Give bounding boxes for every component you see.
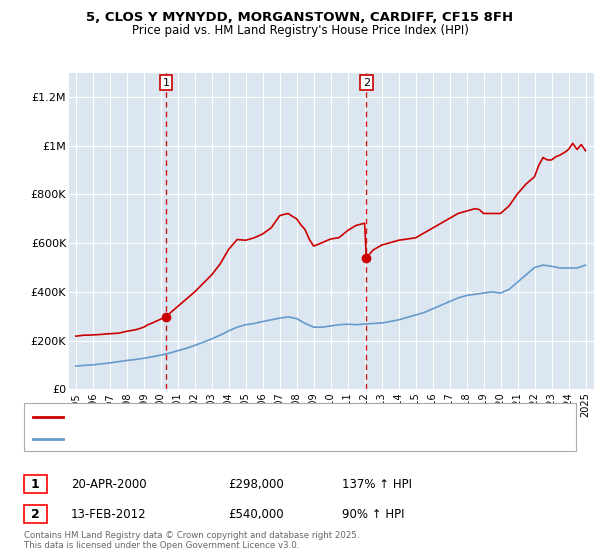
Text: 90% ↑ HPI: 90% ↑ HPI xyxy=(342,507,404,521)
Text: 1: 1 xyxy=(31,478,40,491)
Text: £298,000: £298,000 xyxy=(228,478,284,491)
Text: 20-APR-2000: 20-APR-2000 xyxy=(71,478,146,491)
Text: 2: 2 xyxy=(363,77,370,87)
Text: 137% ↑ HPI: 137% ↑ HPI xyxy=(342,478,412,491)
Text: Price paid vs. HM Land Registry's House Price Index (HPI): Price paid vs. HM Land Registry's House … xyxy=(131,24,469,37)
Text: 1: 1 xyxy=(163,77,169,87)
Text: £540,000: £540,000 xyxy=(228,507,284,521)
Text: Contains HM Land Registry data © Crown copyright and database right 2025.
This d: Contains HM Land Registry data © Crown c… xyxy=(24,530,359,550)
Text: 2: 2 xyxy=(31,507,40,521)
Text: 13-FEB-2012: 13-FEB-2012 xyxy=(71,507,146,521)
Text: 5, CLOS Y MYNYDD, MORGANSTOWN, CARDIFF, CF15 8FH (detached house): 5, CLOS Y MYNYDD, MORGANSTOWN, CARDIFF, … xyxy=(72,412,466,422)
Text: 5, CLOS Y MYNYDD, MORGANSTOWN, CARDIFF, CF15 8FH: 5, CLOS Y MYNYDD, MORGANSTOWN, CARDIFF, … xyxy=(86,11,514,24)
Text: HPI: Average price, detached house, Cardiff: HPI: Average price, detached house, Card… xyxy=(72,434,300,444)
